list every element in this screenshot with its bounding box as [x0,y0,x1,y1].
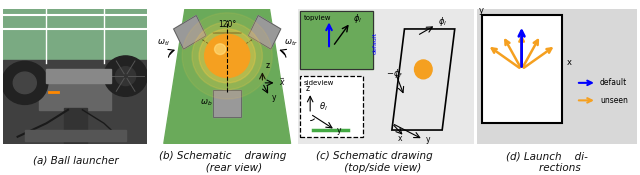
Circle shape [13,72,36,94]
Text: $\vec{x}$: $\vec{x}$ [279,76,286,88]
Text: (b) Schematic    drawing
       (rear view): (b) Schematic drawing (rear view) [159,151,287,173]
Text: $-\phi_f$: $-\phi_f$ [385,67,403,80]
Circle shape [214,44,226,55]
Polygon shape [173,15,206,49]
Circle shape [104,56,147,96]
Circle shape [2,61,48,104]
Text: $\omega_{tl}$: $\omega_{tl}$ [157,37,170,48]
Circle shape [116,67,136,86]
Text: default: default [600,78,627,87]
Circle shape [199,29,255,83]
Text: sideview: sideview [304,80,334,86]
Text: topview: topview [304,15,332,22]
Polygon shape [213,90,241,117]
Bar [39,76,111,110]
Text: (a) Ball launcher: (a) Ball launcher [33,155,118,165]
Bar [3,9,147,63]
Text: x: x [566,58,572,67]
Text: z: z [305,84,309,93]
Text: unseen: unseen [600,96,628,105]
Text: (d) Launch    di-
        rections: (d) Launch di- rections [506,151,588,173]
Text: y: y [426,135,430,144]
Text: (c) Schematic drawing
     (top/side view): (c) Schematic drawing (top/side view) [316,151,433,173]
Polygon shape [47,69,111,83]
Text: 120°: 120° [218,20,236,29]
Bar [64,108,87,144]
Bar [300,76,363,137]
Text: z: z [265,61,269,70]
Text: $\omega_b$: $\omega_b$ [200,98,212,108]
Text: $\omega_{tr}$: $\omega_{tr}$ [284,37,298,48]
Text: y: y [337,126,341,135]
Circle shape [182,13,272,99]
Bar [3,60,147,144]
Polygon shape [248,15,281,49]
Text: y: y [272,93,276,102]
Text: x: x [398,134,403,143]
Circle shape [205,34,250,78]
Bar [482,15,562,123]
Circle shape [415,60,432,79]
Text: y: y [479,6,483,15]
Circle shape [192,22,262,90]
Bar [25,130,125,141]
Bar [300,11,373,69]
Text: default: default [373,31,378,54]
Text: $\theta_l$: $\theta_l$ [319,101,328,113]
Polygon shape [164,9,291,143]
Text: $\phi_l$: $\phi_l$ [438,15,447,28]
Text: $\phi_l$: $\phi_l$ [353,12,362,25]
Bar [300,11,373,69]
